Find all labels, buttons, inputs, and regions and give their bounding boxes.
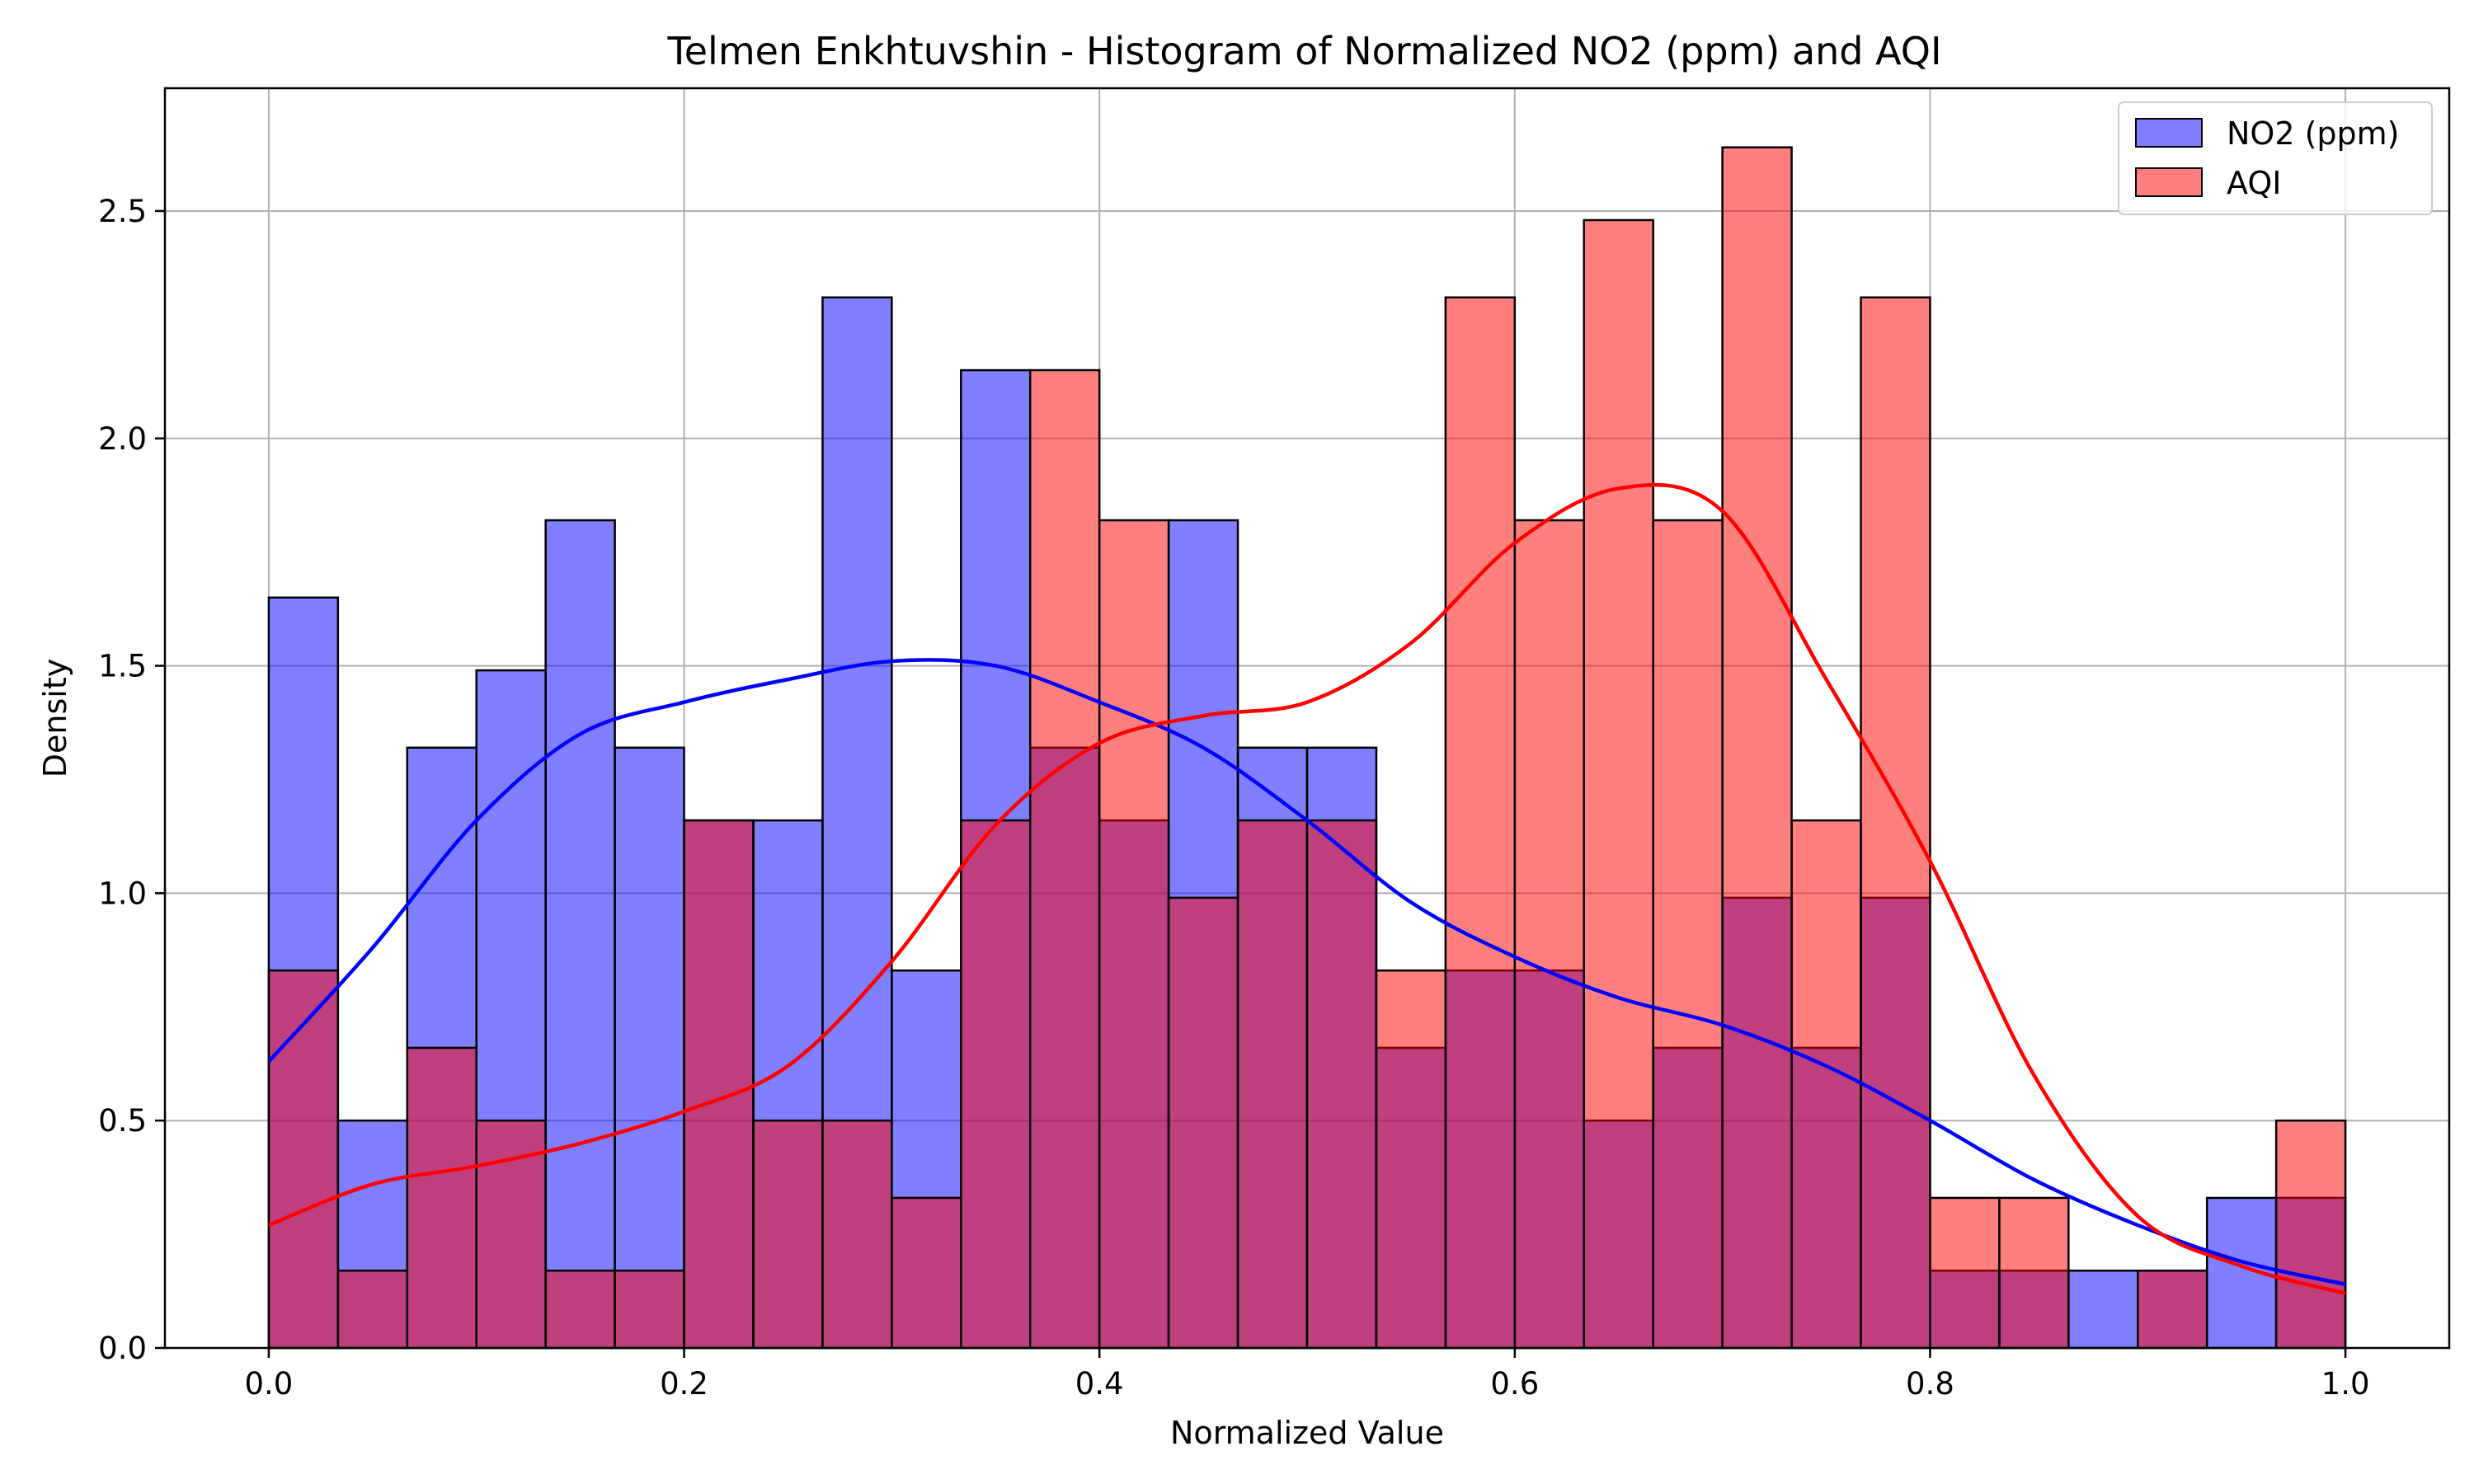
aqi-bar-20 <box>1652 519 1724 1350</box>
no2-bar-26 <box>2067 1269 2139 1350</box>
legend-label-no2: NO2 (ppm) <box>2227 115 2400 152</box>
aqi-bar-23 <box>1860 296 1931 1350</box>
aqi-bar-14 <box>1236 819 1309 1350</box>
aqi-bar-6 <box>683 819 755 1350</box>
y-tick-label-4: 2.0 <box>98 421 147 457</box>
aqi-kde-line <box>268 482 2346 1295</box>
axis-ticks: 0.0 0.2 0.4 0.6 0.8 1.0 0.0 0.5 1.0 1.5 2.0 2.5 <box>98 194 2369 1402</box>
aqi-bar-15 <box>1305 819 1378 1350</box>
aqi-bar-10 <box>960 819 1032 1350</box>
aqi-bar-17 <box>1444 296 1517 1350</box>
y-tick-label-1: 0.5 <box>98 1103 147 1139</box>
no2-bar-4 <box>544 519 616 1350</box>
y-tick-label-5: 2.5 <box>98 194 147 229</box>
y-tick-label-0: 0.0 <box>98 1331 147 1366</box>
aqi-bar-27 <box>2137 1269 2208 1350</box>
aqi-bar-1 <box>336 1269 409 1350</box>
aqi-bar-25 <box>1998 1196 2070 1350</box>
aqi-bars <box>267 146 2347 1350</box>
aqi-bar-13 <box>1167 896 1239 1350</box>
aqi-bar-7 <box>752 1119 824 1350</box>
aqi-bar-12 <box>1098 519 1170 1350</box>
x-tick-label-3: 0.6 <box>1490 1366 1539 1402</box>
legend-label-aqi: AQI <box>2227 165 2281 201</box>
aqi-bar-16 <box>1375 969 1447 1350</box>
plot-frame <box>163 87 2451 1350</box>
legend-swatch-aqi <box>2135 167 2203 197</box>
x-tick-label-5: 1.0 <box>2321 1366 2370 1402</box>
aqi-bar-2 <box>406 1046 477 1350</box>
aqi-bar-8 <box>821 1119 893 1350</box>
legend-swatch-no2 <box>2135 118 2203 148</box>
aqi-bar-5 <box>614 1269 685 1350</box>
y-axis-label: Density <box>37 659 73 777</box>
aqi-bar-0 <box>267 969 340 1350</box>
y-tick-label-3: 1.5 <box>98 649 147 684</box>
x-tick-label-0: 0.0 <box>244 1366 293 1402</box>
aqi-bar-4 <box>544 1269 616 1350</box>
aqi-bar-18 <box>1513 519 1586 1350</box>
kde-lines <box>267 482 2346 1295</box>
aqi-bar-9 <box>891 1196 962 1350</box>
x-tick-label-1: 0.2 <box>660 1366 708 1402</box>
legend: NO2 (ppm) AQI <box>2118 101 2433 215</box>
y-tick-label-2: 1.0 <box>98 876 147 911</box>
x-tick-label-2: 0.4 <box>1075 1366 1124 1402</box>
x-tick-label-4: 0.8 <box>1906 1366 1954 1402</box>
aqi-bar-24 <box>1929 1196 2001 1350</box>
aqi-bar-19 <box>1583 218 1654 1350</box>
x-axis-label: Normalized Value <box>1170 1415 1444 1451</box>
aqi-bar-29 <box>2274 1119 2347 1350</box>
aqi-bar-21 <box>1721 146 1793 1350</box>
aqi-bar-11 <box>1028 369 1101 1350</box>
aqi-bar-22 <box>1790 819 1862 1350</box>
no2-kde-line <box>267 658 2346 1286</box>
no2-bar-5 <box>614 746 685 1350</box>
chart-title: Telmen Enkhtuvshin - Histogram of Normal… <box>666 29 1941 73</box>
